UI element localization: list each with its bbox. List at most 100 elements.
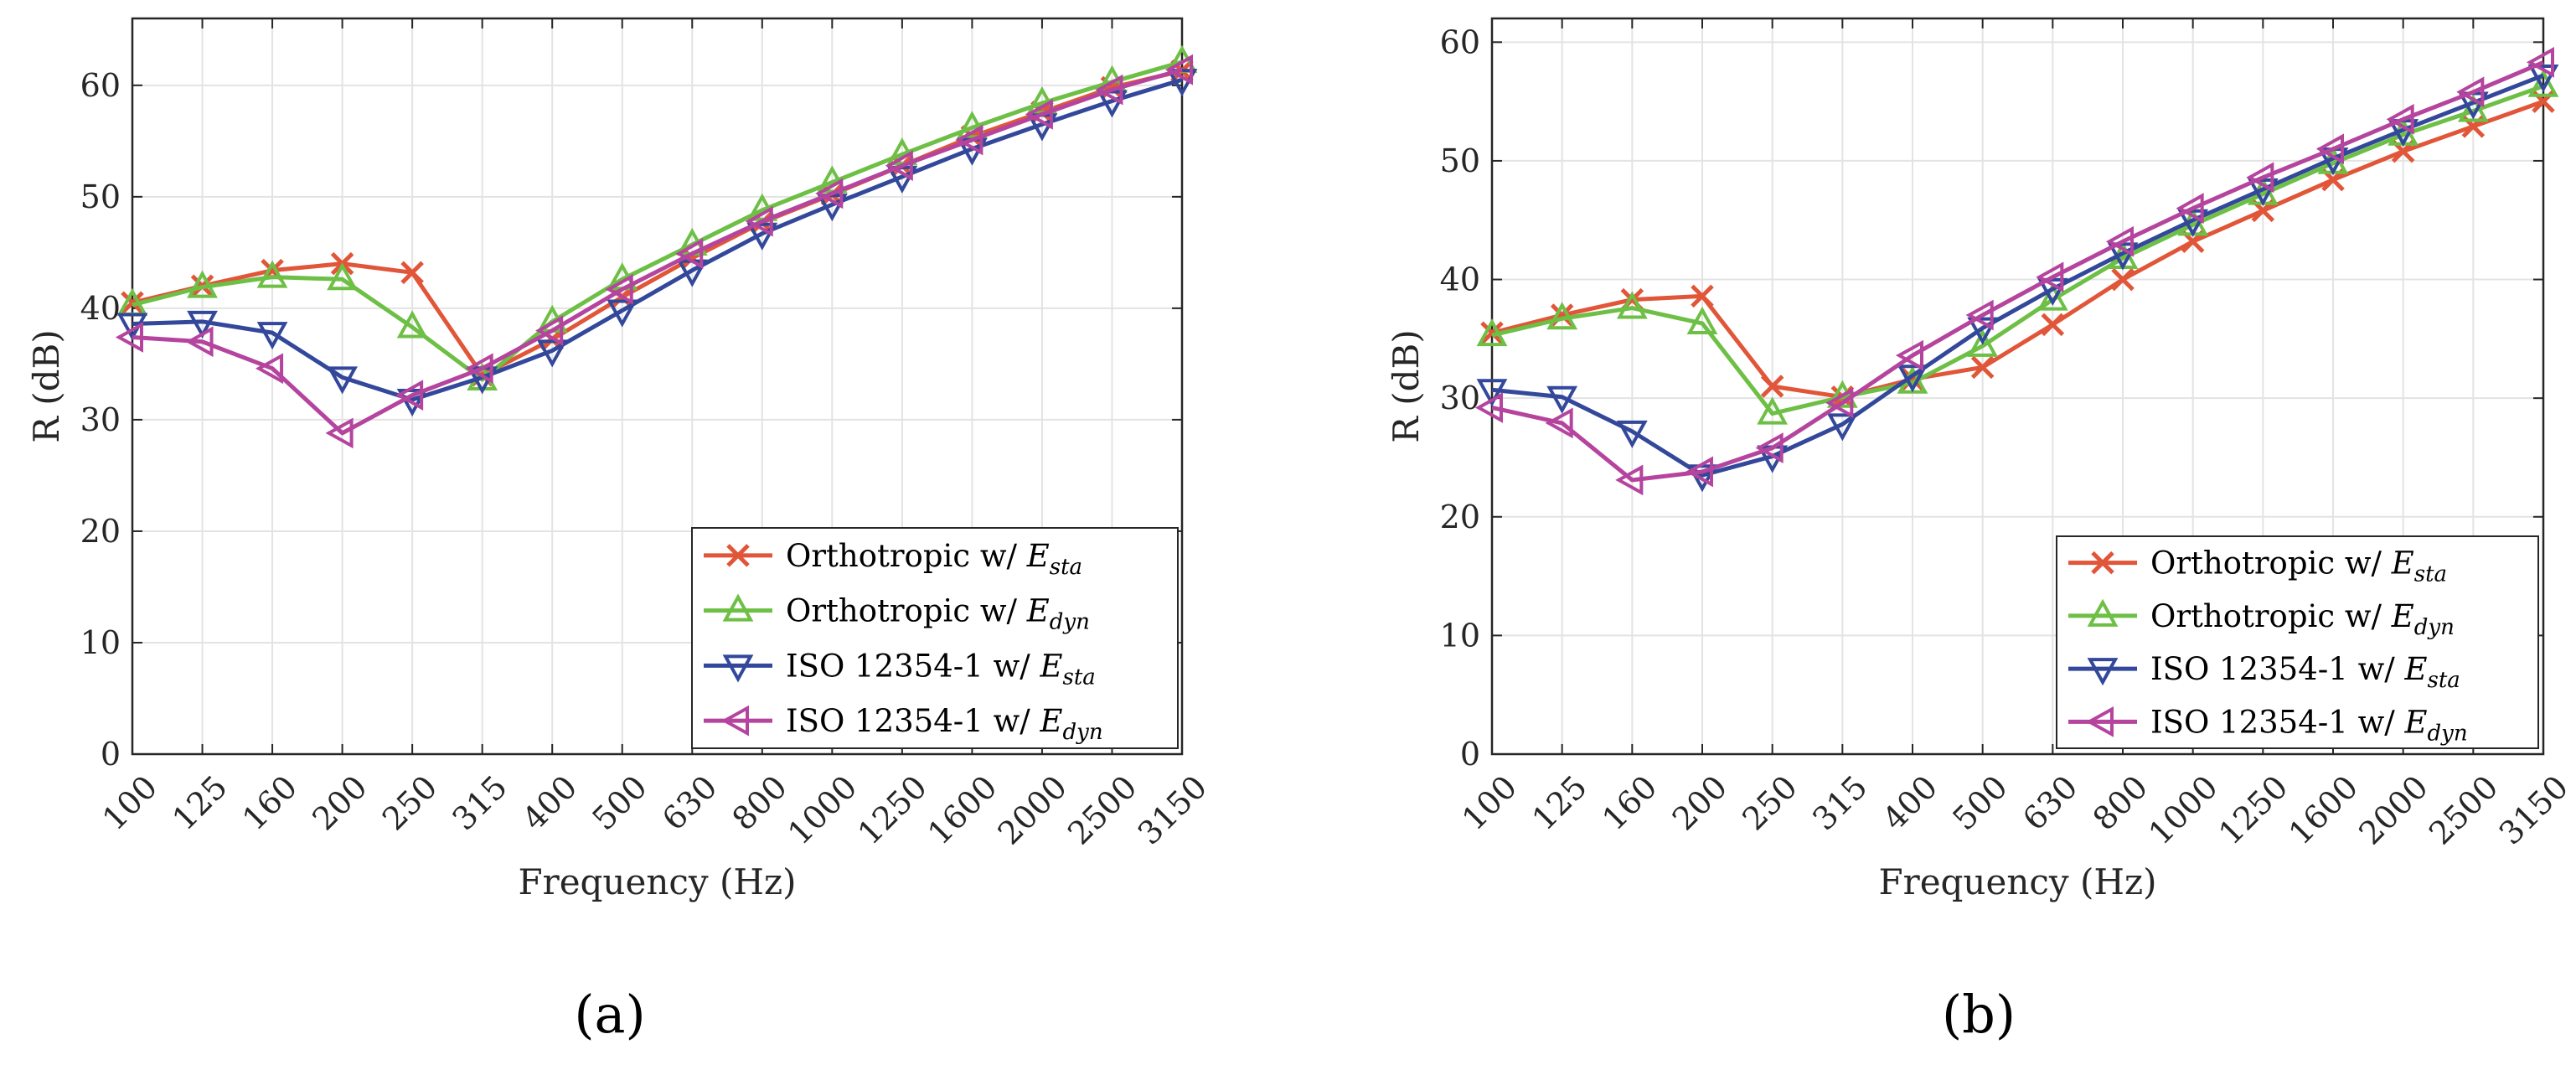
data-point [2386,103,2414,135]
y-axis-label: R (dB) [1386,329,1427,443]
data-point [1474,392,1503,423]
data-point [2246,162,2274,194]
data-point [957,111,988,139]
data-point [1686,306,1718,334]
data-point [2177,209,2209,237]
x-tick-label: 3150 [1131,768,1215,852]
x-tick-label: 100 [96,768,164,837]
legend-item: Orthotropic w/ Edyn [2068,598,2455,640]
data-point [1476,318,1508,347]
data-point [605,273,633,305]
axes-box [131,17,1184,756]
legend-marker [722,654,754,683]
data-point [2527,64,2559,93]
legend-label: ISO 12354-1 w/ Edyn [786,703,1103,745]
series-line [132,69,1183,378]
data-point [1897,364,1928,393]
legend-marker [722,593,754,622]
legend-item: Orthotropic w/ Esta [2068,545,2447,587]
x-tick-label: 1000 [781,768,865,852]
axes-box [1490,17,2545,756]
data-point [187,270,218,298]
legend-box [2056,535,2539,749]
y-tick-label: 0 [101,736,121,773]
legend-label: Orthotropic w/ Edyn [2150,598,2455,640]
x-tick-label: 2000 [991,768,1075,852]
x-tick-label: 2500 [2422,768,2506,852]
series-4 [115,54,1193,449]
data-point [1970,355,1995,380]
legend-item: ISO 12354-1 w/ Edyn [2068,704,2468,746]
y-tick-label: 50 [1440,142,1480,179]
data-point [256,322,288,350]
x-tick-label: 2000 [2351,768,2435,852]
data-point [1025,99,1053,130]
x-tick-label: 1600 [2282,768,2366,852]
legend-label: Orthotropic w/ Esta [2150,545,2447,587]
chart-panel-b: 0 10 20 30 40 50 60 100 125 160 200 250 315 400 500 630… [1386,17,2576,1045]
x-tick-label: 400 [1876,768,1944,837]
series-line [1491,99,2544,400]
data-point [1757,396,1789,425]
data-point [1965,299,1994,331]
data-point [1685,456,1713,488]
series-3 [1476,64,2559,493]
legend-item: ISO 12354-1 w/ Esta [704,648,1096,690]
x-tick-label: 250 [1735,768,1804,837]
data-point [2457,94,2489,122]
data-point [255,353,284,385]
x-tick-label: 125 [1525,768,1593,837]
data-point [1546,302,1578,330]
data-point [1545,407,1573,439]
legend-item: ISO 12354-1 w/ Edyn [704,703,1103,745]
x-tick-label: 200 [1665,768,1734,837]
chart-panel-a: 0 10 20 30 40 50 60 100 125 160 200 250 315 400 500 630… [26,17,1215,1045]
x-tick-label: 1250 [2212,768,2295,852]
data-point [536,339,568,368]
data-point [1967,328,1999,357]
data-point [256,260,288,288]
x-tick-label: 3150 [2492,768,2576,852]
x-tick-label: 315 [1805,768,1874,837]
data-point [121,291,144,314]
data-point [745,205,773,237]
legend-item: ISO 12354-1 w/ Esta [2068,651,2460,693]
panel-label: (a) [574,984,645,1045]
y-tick-label: 20 [80,513,121,550]
data-point [2105,225,2134,257]
data-point [2107,242,2139,271]
y-tick-label: 20 [1440,499,1480,535]
x-tick-label: 200 [305,768,374,837]
legend-box [691,527,1179,749]
legend-label: ISO 12354-1 w/ Esta [786,648,1096,690]
y-tick-label: 40 [1440,261,1480,298]
data-point [1095,74,1123,106]
data-point [1825,387,1854,419]
x-axis-label: Frequency (Hz) [1878,861,2156,902]
series-line [132,67,1183,436]
data-point [2037,277,2068,306]
legend-marker [726,544,750,567]
data-point [885,150,913,181]
x-tick-label: 630 [2016,768,2084,837]
data-point [2526,46,2554,78]
legend: Orthotropic w/ Esta Orthotropic w/ Edyn IS… [2056,535,2539,749]
data-point [185,326,214,358]
data-point [2036,261,2064,293]
x-tick-label: 500 [585,768,653,837]
data-point [325,417,354,449]
x-tick-label: 1250 [851,768,935,852]
data-point [396,310,428,339]
data-point [1615,464,1644,496]
y-tick-label: 30 [1440,380,1480,416]
data-point [1476,379,1508,407]
data-point [535,315,564,346]
data-point [1164,54,1193,85]
data-point [327,366,358,395]
data-point [1967,317,1999,345]
data-point [395,380,424,411]
x-tick-label: 100 [1455,768,1524,837]
x-tick-label: 160 [1595,768,1664,837]
data-point [2247,178,2279,207]
